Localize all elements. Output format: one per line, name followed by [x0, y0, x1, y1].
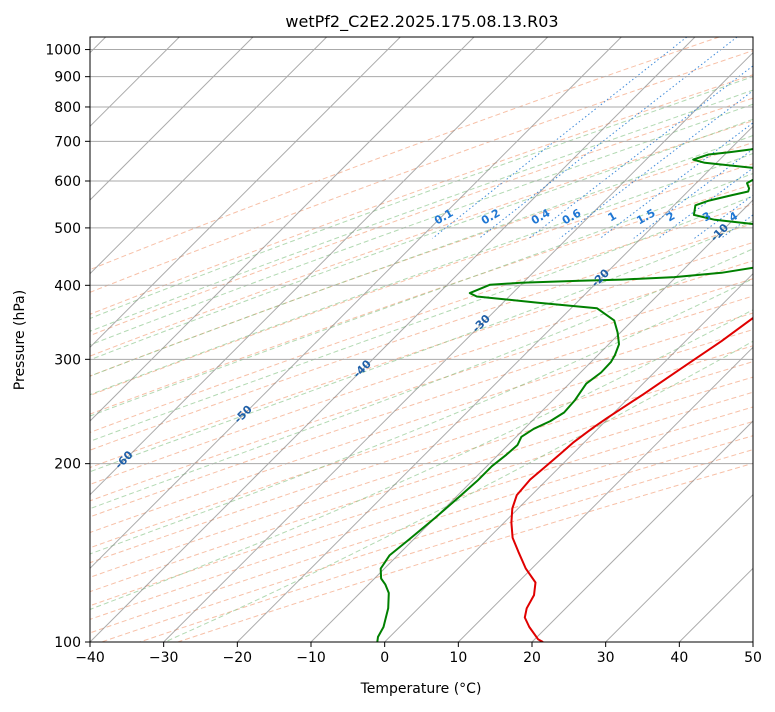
x-tick-label: 40	[670, 650, 688, 666]
isotherm-line	[90, 37, 695, 642]
line-labels: -100-90-80-70-60-50-40-30-20-10010203040…	[0, 76, 775, 656]
plot-frame	[90, 37, 753, 642]
background-lines	[0, 37, 775, 642]
x-tick-label: −40	[75, 650, 105, 666]
y-axis-label: Pressure (hPa)	[12, 290, 28, 390]
isotherm-label: -70	[0, 493, 17, 516]
dry-adiabat-line	[178, 37, 775, 642]
mixing-ratio-label: 0.6	[560, 206, 584, 227]
dry-adiabat-line	[0, 37, 775, 642]
dry-adiabat-line	[0, 37, 775, 642]
mixing-ratio-label: 2	[664, 209, 677, 224]
dry-adiabat-line	[0, 37, 719, 642]
dry-adiabat-line	[0, 37, 775, 642]
isotherm-line	[0, 37, 400, 642]
profile-lines	[377, 105, 775, 642]
dry-adiabat-line	[0, 37, 775, 642]
dry-adiabat-line	[0, 37, 775, 642]
y-tick-label: 800	[54, 100, 81, 116]
isotherm-line	[753, 37, 775, 642]
mixing-ratio-label: 1	[606, 209, 619, 224]
isotherm-line	[0, 37, 253, 642]
x-tick-label: −10	[296, 650, 326, 666]
moist-adiabat-line	[4, 50, 775, 642]
y-tick-label: 300	[54, 352, 81, 368]
y-tick-label: 600	[54, 174, 81, 190]
dry-adiabat-line	[0, 37, 775, 642]
isotherm-line	[311, 37, 775, 642]
isotherm-line	[0, 37, 474, 642]
x-tick-label: 50	[744, 650, 762, 666]
dry-adiabat-line	[0, 37, 775, 642]
y-axis: 100 200 300 400 500 600 700 800 900 1000	[45, 43, 90, 651]
dry-adiabat-line	[0, 37, 775, 642]
isotherm-label: -50	[232, 403, 255, 426]
dewpoint-profile-line	[377, 105, 775, 642]
chart-title: wetPf2_C2E2.2025.175.08.13.R03	[285, 12, 558, 32]
x-tick-label: 20	[523, 650, 541, 666]
y-tick-label: 1000	[45, 43, 81, 59]
plot-area: -100-90-80-70-60-50-40-30-20-10010203040…	[0, 37, 775, 656]
dry-adiabat-line	[0, 37, 775, 642]
mixing-ratio-line	[634, 37, 775, 238]
dry-adiabat-line	[0, 37, 775, 642]
isotherm-line	[532, 37, 775, 642]
mixing-ratio-label: 0.4	[529, 206, 553, 227]
x-axis: −40 −30 −20 −10 0 10 20 30 40 50	[75, 642, 762, 666]
dry-adiabat-line	[0, 37, 775, 642]
x-tick-label: −20	[223, 650, 253, 666]
y-tick-label: 200	[54, 457, 81, 473]
mixing-ratio-label: 3	[700, 209, 713, 224]
x-tick-label: −30	[149, 650, 179, 666]
mixing-ratio-line	[694, 37, 775, 238]
y-tick-label: 400	[54, 278, 81, 294]
isotherm-line	[458, 37, 775, 642]
dry-adiabat-line	[0, 37, 775, 642]
mixing-ratio-label: 6	[766, 209, 775, 224]
x-axis-label: Temperature (°C)	[360, 681, 482, 697]
mixing-ratio-line	[600, 37, 775, 238]
x-tick-label: 0	[380, 650, 389, 666]
y-tick-label: 500	[54, 221, 81, 237]
mixing-ratio-label: 0.2	[479, 206, 502, 227]
mixing-ratio-label: 0.1	[432, 206, 455, 227]
dry-adiabat-line	[0, 37, 775, 642]
isotherm-line	[16, 37, 621, 642]
dry-adiabat-line	[0, 37, 775, 642]
isotherm-line	[679, 37, 775, 642]
mixing-ratio-line	[760, 37, 775, 238]
dry-adiabat-line	[0, 37, 775, 642]
y-tick-label: 700	[54, 134, 81, 150]
mixing-ratio-line	[721, 37, 775, 238]
dry-adiabat-line	[102, 37, 775, 642]
y-tick-label: 100	[54, 635, 81, 651]
x-tick-label: 10	[449, 650, 467, 666]
dry-adiabat-line	[0, 37, 775, 642]
temperature-profile-line	[511, 107, 775, 642]
mixing-ratio-label: 1.5	[634, 206, 657, 227]
y-tick-label: 900	[54, 70, 81, 86]
isotherm-line	[237, 37, 775, 642]
dry-adiabat-line	[0, 37, 775, 642]
isotherm-line	[606, 37, 775, 642]
mixing-ratio-line	[658, 37, 775, 238]
x-tick-label: 30	[597, 650, 615, 666]
pressure-grid	[90, 50, 753, 642]
dry-adiabat-line	[0, 37, 775, 642]
isotherm-line	[164, 37, 769, 642]
isotherm-line	[385, 37, 775, 642]
dry-adiabat-line	[0, 37, 775, 642]
